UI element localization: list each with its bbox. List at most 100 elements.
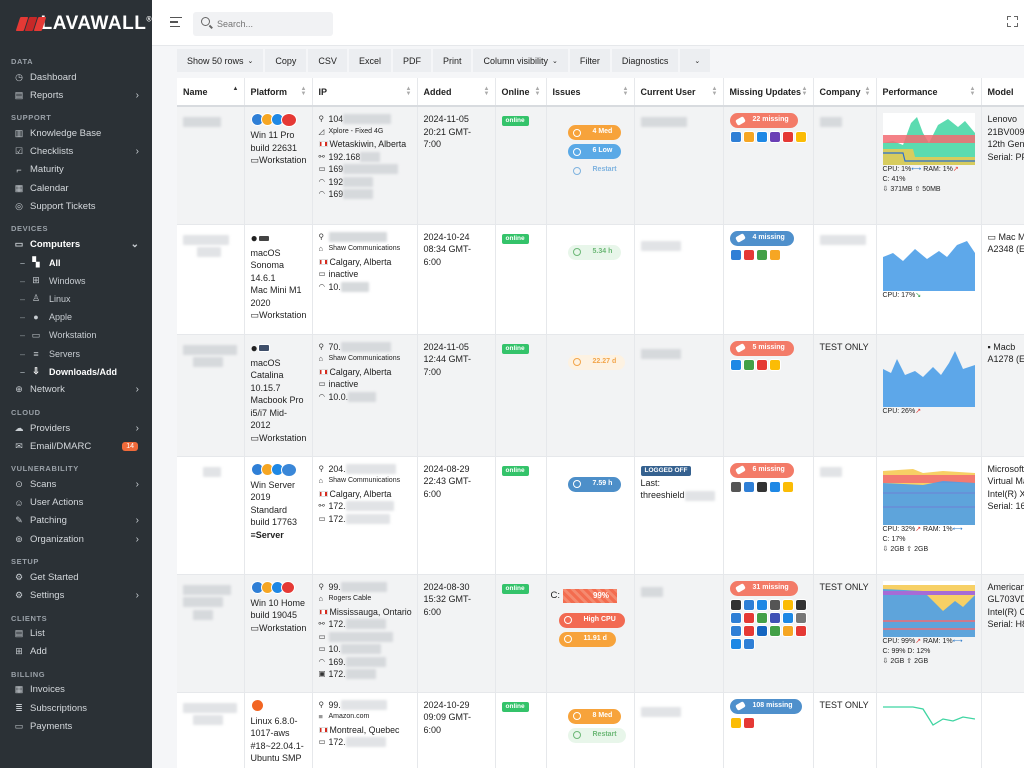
monitor-icon: ▭ [987, 231, 997, 242]
sidebar-subitem-downloads-add[interactable]: – ⇩ Downloads/Add [20, 366, 118, 377]
diagnostics-button[interactable]: Diagnostics [611, 49, 679, 72]
sidebar-item-payments[interactable]: ▭ Payments [14, 720, 73, 732]
upload-icon: ⇧ [914, 186, 921, 193]
sidebar-item-computers[interactable]: ▭ Computers ⌄ [14, 238, 139, 250]
cell-company [813, 224, 877, 335]
table-row[interactable]: Linux 6.8.0- 1017-aws #18~22.04.1- Ubuntu S… [177, 692, 1024, 768]
column-header-platform[interactable]: Platform ▲ ▼ [244, 78, 313, 107]
cell-issues: 5.34 h [546, 224, 635, 335]
sidebar-item-list[interactable]: ▤ List [14, 628, 45, 640]
missing-updates-pill[interactable]: 108 missing [729, 698, 802, 714]
menu-toggle-icon[interactable] [170, 17, 182, 28]
missing-updates-pill[interactable]: 6 missing [729, 462, 794, 478]
print-button[interactable]: Print [432, 49, 472, 72]
column-header-model[interactable]: Model [981, 78, 1024, 107]
column-header-current-user[interactable]: Current User ▲ ▼ [634, 78, 724, 107]
location-pin-icon: ⚲ [318, 581, 325, 591]
issue-pill[interactable]: 6 Low [567, 144, 622, 159]
cell-name[interactable] [177, 574, 245, 693]
show-rows-button[interactable]: Show 50 rows ⌄ [177, 49, 264, 72]
cell-name[interactable] [177, 224, 245, 335]
cell-name[interactable] [177, 106, 245, 225]
search-input[interactable] [193, 12, 333, 36]
issue-pill[interactable]: Restart [568, 163, 626, 178]
performance-chart [882, 468, 975, 525]
missing-updates-pill[interactable]: 4 missing [729, 230, 794, 246]
column-header-name[interactable]: Name ▲ [177, 78, 245, 107]
disk-usage-indicator[interactable]: C: 99% [551, 588, 617, 603]
diagnostics-dropdown-button[interactable]: ⌄ [680, 49, 711, 72]
sidebar-item-maturity[interactable]: ⌐ Maturity [0, 161, 152, 179]
uptime-pill[interactable]: 22.27 d [567, 354, 626, 370]
online-badge: online [501, 116, 529, 126]
sidebar-item-invoices[interactable]: ▦ Invoices [14, 684, 65, 696]
sidebar-item-knowledge-base[interactable]: ▥ Knowledge Base [14, 127, 102, 139]
table-row[interactable]: ● macOS Sonoma 14.6.1 Mac Mini M1 2020 ▭Work… [177, 224, 1024, 335]
arrow-right-icon: ⟷ [952, 637, 963, 645]
excel-button[interactable]: Excel [348, 49, 391, 72]
table-row[interactable]: Win 10 Home build 19045 ▭Workstation ⚲ 99.… [177, 574, 1024, 693]
sidebar-subitem-workstation[interactable]: – ▭ Workstation [20, 329, 97, 341]
cell-name[interactable] [177, 456, 245, 575]
missing-updates-pill[interactable]: 31 missing [729, 580, 798, 596]
fullscreen-icon[interactable] [1006, 15, 1019, 28]
column-header-ip[interactable]: IP ▲ ▼ [312, 78, 418, 107]
sidebar-item-providers[interactable]: ☁ Providers › [14, 422, 140, 434]
table-row[interactable]: Win Server 2019 Standard build 17763 ≡Serve… [177, 456, 1024, 575]
table-row[interactable]: ● macOS Catalina 10.15.7 Macbook Pro i5/i7 M… [177, 334, 1024, 457]
uptime-pill[interactable]: 11.91 d [558, 631, 616, 647]
cell-model: American GL703VD Intel(R) C Serial: H8 [981, 574, 1024, 693]
sidebar-item-calendar[interactable]: ▦ Calendar [14, 182, 69, 194]
missing-updates-pill[interactable]: 22 missing [729, 113, 798, 128]
sidebar-item-subscriptions[interactable]: ≣ Subscriptions [15, 702, 88, 714]
laptop-icon: ▭ [250, 432, 260, 443]
sidebar-subitem-all[interactable]: – ▚ All [20, 257, 61, 268]
column-header-company[interactable]: Company ▲ ▼ [813, 78, 877, 107]
pdf-button[interactable]: PDF [392, 49, 431, 72]
column-header-issues[interactable]: Issues ▲ ▼ [546, 78, 635, 107]
column-header-missing-updates[interactable]: Missing Updates ▲ ▼ [723, 78, 814, 107]
issue-pill[interactable]: Restart [567, 727, 626, 743]
issue-pill[interactable]: High CPU [558, 612, 625, 628]
column-header-online[interactable]: Online ▲ ▼ [495, 78, 547, 107]
sidebar-subitem-windows[interactable]: – ⊞ Windows [20, 275, 86, 286]
sort-icon: ▲ ▼ [405, 86, 412, 97]
sidebar-item-dashboard[interactable]: ◷ Dashboard [15, 71, 77, 83]
column-header-performance[interactable]: Performance ▲ ▼ [876, 78, 982, 107]
uptime-pill[interactable]: 7.59 h [567, 476, 622, 492]
missing-updates-pill[interactable]: 5 missing [729, 340, 794, 356]
cell-performance: CPU: 1%⟷ RAM: 1%↗ C: 41% ⇩ 371MB ⇧ 50MB [876, 106, 982, 225]
ethernet-icon: ▭ [318, 513, 326, 523]
sidebar-item-user-actions[interactable]: ☺ User Actions [14, 497, 84, 509]
linux-icon: ♙ [31, 293, 41, 304]
column-header-added[interactable]: Added ▲ ▼ [417, 78, 496, 107]
sidebar-item-email-dmarc[interactable]: ✉ Email/DMARC 14 [0, 437, 152, 455]
issue-pill[interactable]: 8 Med [567, 708, 622, 724]
sidebar-subitem-linux[interactable]: – ♙ Linux [20, 293, 71, 304]
brand-logo[interactable]: LAVAWALL® [0, 0, 152, 48]
sidebar-item-reports[interactable]: ▤ Reports › [14, 89, 139, 101]
sidebar-subitem-apple[interactable]: – ● Apple [20, 312, 73, 323]
cell-issues: 8 Med Restart [546, 692, 635, 768]
sidebar-item-settings[interactable]: ⚙ Settings › [14, 589, 139, 601]
table-row[interactable]: Win 11 Pro build 22631 ▭Workstation ⚲ 104 … [177, 106, 1024, 225]
wifi-icon: ◠ [318, 176, 326, 186]
sidebar-item-get-started[interactable]: ⚙ Get Started [14, 571, 79, 583]
cell-name[interactable] [177, 334, 245, 457]
sidebar-item-organization[interactable]: ⊚ Organization › [15, 533, 139, 545]
uptime-pill[interactable]: 5.34 h [567, 244, 622, 260]
sidebar-subitem-servers[interactable]: – ≡ Servers [20, 348, 81, 359]
csv-button[interactable]: CSV [308, 49, 347, 72]
sidebar-item-add[interactable]: ⊞ Add [15, 646, 47, 658]
cell-name[interactable] [177, 692, 245, 768]
all-icon: ▚ [32, 257, 40, 268]
sidebar-item-scans[interactable]: ⊙ Scans › [15, 478, 139, 490]
sidebar-item-patching[interactable]: ✎ Patching › [15, 515, 139, 527]
sidebar-item-support-tickets[interactable]: ◎ Support Tickets [15, 200, 96, 212]
sidebar-item-checklists[interactable]: ☑ Checklists › [14, 146, 139, 158]
sidebar-item-network[interactable]: ⊕ Network › [15, 384, 139, 396]
column-visibility-button[interactable]: Column visibility ⌄ [473, 49, 568, 72]
filter-button[interactable]: Filter [569, 49, 610, 72]
copy-button[interactable]: Copy [265, 49, 307, 72]
issue-pill[interactable]: 4 Med [567, 125, 622, 140]
